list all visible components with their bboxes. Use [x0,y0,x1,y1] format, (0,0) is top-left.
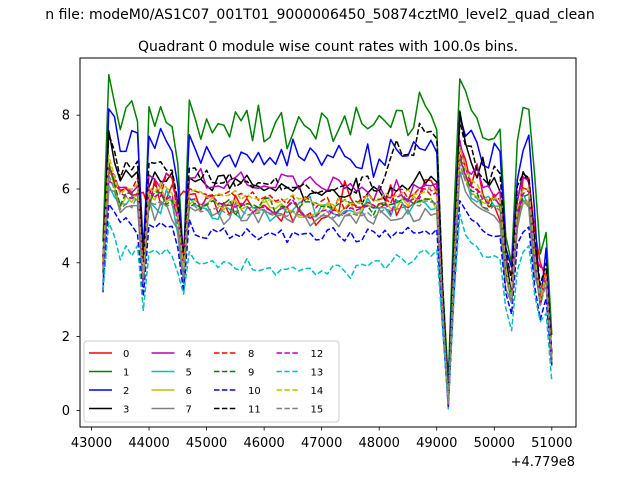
legend-label-12: 12 [311,349,324,360]
x-tick-label: 43000 [71,436,112,451]
series-line-12 [102,156,553,406]
y-tick-label: 0 [62,404,70,419]
x-tick-label: 47000 [301,436,342,451]
series-line-8 [102,152,553,401]
series-line-0 [102,144,553,405]
legend-label-9: 9 [248,368,254,379]
series-line-11 [102,121,553,399]
x-offset-label: +4.779e8 [511,455,575,470]
y-tick-label: 4 [62,256,70,271]
legend-label-4: 4 [186,349,192,360]
legend-label-8: 8 [248,349,254,360]
legend-box [83,340,340,423]
legend-label-10: 10 [248,386,261,397]
legend-label-14: 14 [311,386,324,397]
plot-frame [79,57,577,428]
legend-label-11: 11 [248,405,261,416]
x-tick-label: 48000 [359,436,400,451]
x-tick-label: 51000 [531,436,572,451]
x-tick-label: 45000 [186,436,227,451]
legend-label-6: 6 [186,386,192,397]
x-tick-label: 49000 [416,436,457,451]
legend-label-5: 5 [186,368,192,379]
series-line-2 [102,108,553,393]
legend-label-7: 7 [186,405,192,416]
series-line-10 [102,200,553,408]
legend-label-1: 1 [123,368,129,379]
series-line-15 [102,163,553,405]
y-axis: 0 2 4 6 8 [62,109,80,419]
y-tick-label: 8 [62,109,70,124]
series-line-14 [102,146,553,404]
x-axis: 43000 44000 45000 46000 47000 48000 49000 50000… [71,427,573,451]
legend-label-2: 2 [123,386,129,397]
legend-label-3: 3 [123,405,129,416]
legend-label-15: 15 [311,405,324,416]
legend-label-13: 13 [311,368,324,379]
x-tick-label: 46000 [243,436,284,451]
x-tick-label: 50000 [474,436,515,451]
x-tick-label: 44000 [128,436,169,451]
y-tick-label: 6 [62,182,70,197]
series-layer [102,73,553,410]
chart-title: Quadrant 0 module wise count rates with … [138,39,518,55]
series-line-1 [102,73,553,382]
figure-suptitle: n file: modeM0/AS1C07_001T01_9000006450_… [45,7,594,23]
legend-label-0: 0 [123,349,129,360]
series-line-13 [102,213,553,404]
y-tick-label: 2 [62,330,70,345]
